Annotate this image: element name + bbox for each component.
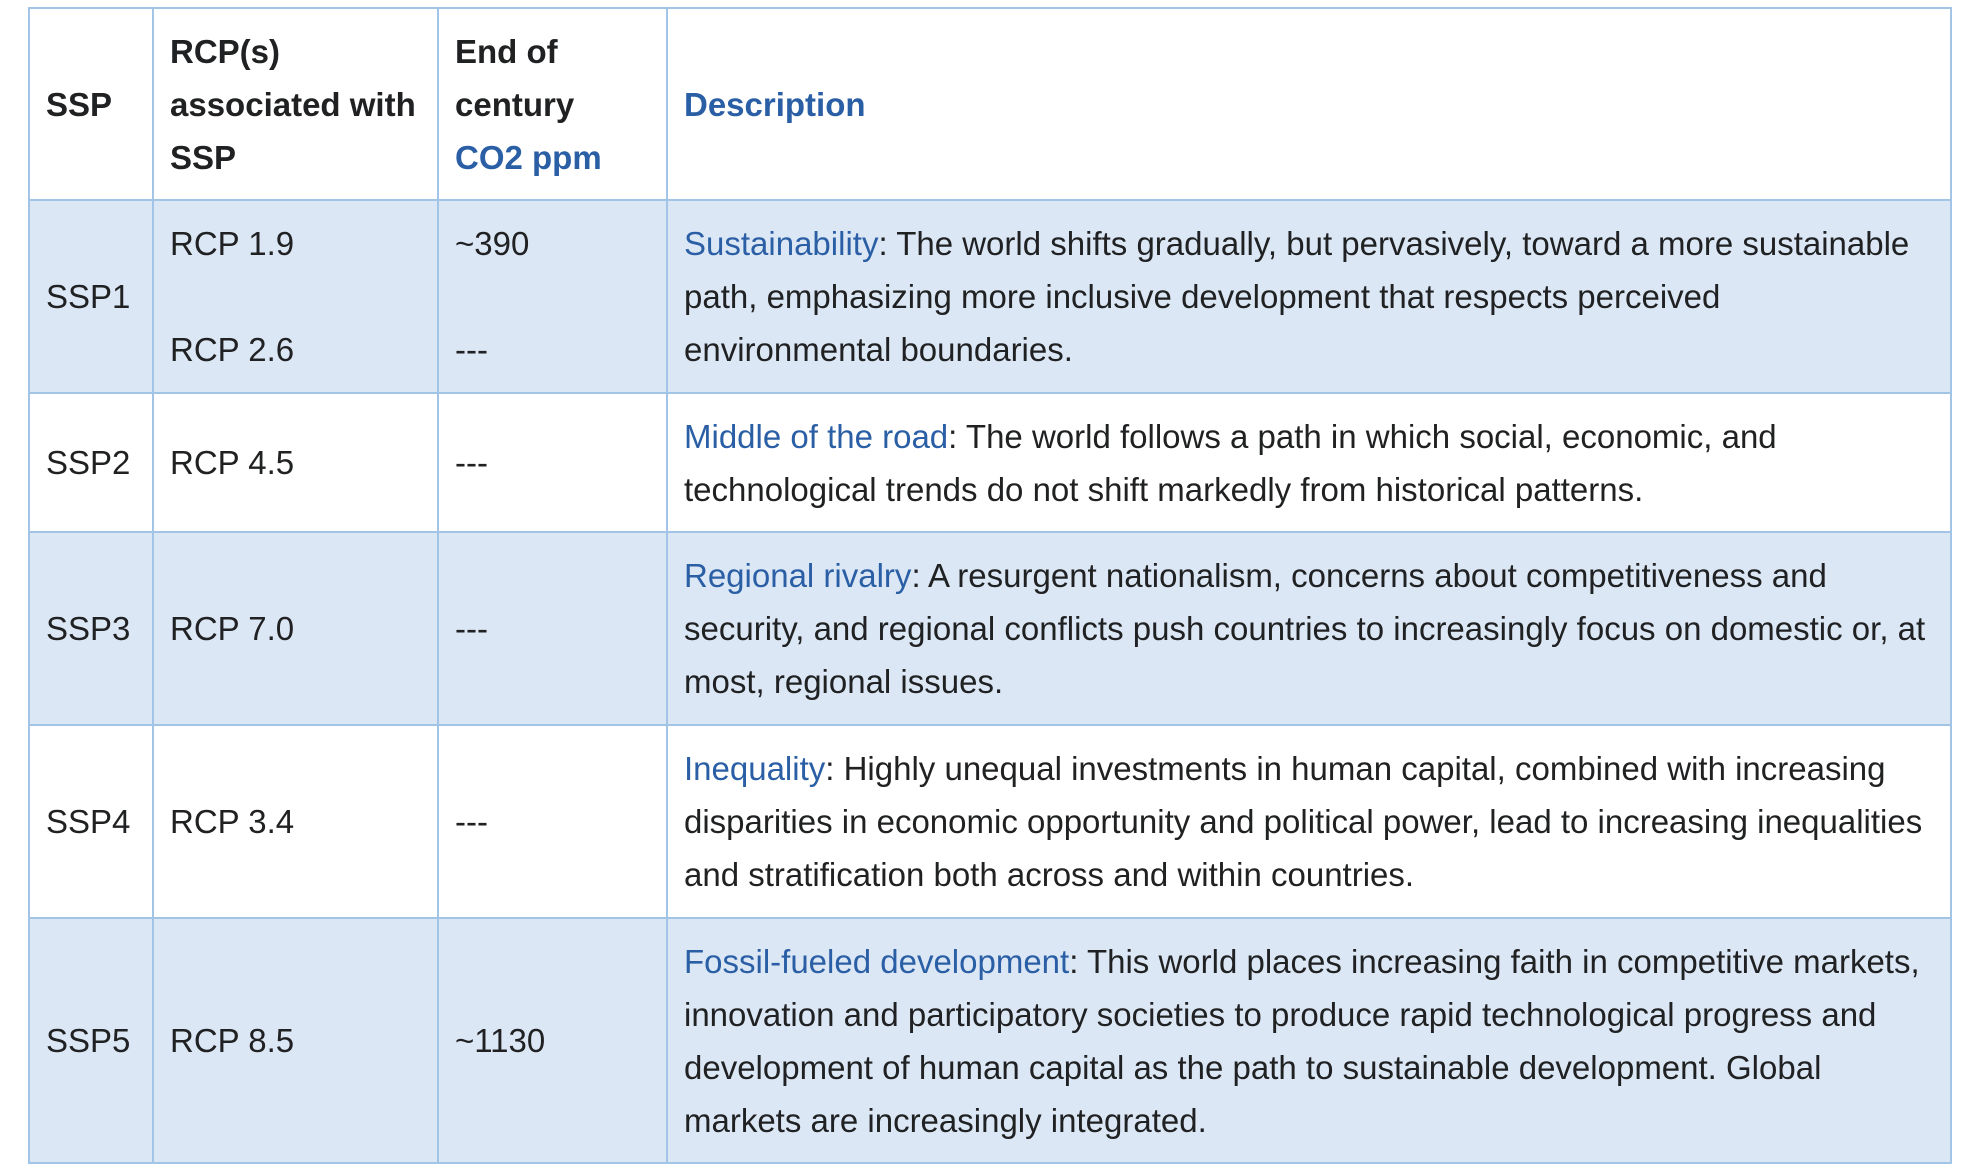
description-text: : This world places increasing faith in …: [684, 942, 1920, 1139]
table-row: SSP2 RCP 4.5 --- Middle of the road: The…: [28, 392, 1952, 533]
co2-value: ---: [455, 331, 488, 368]
ssp-table: SSP RCP(s) associated with SSP End of ce…: [28, 7, 1952, 1164]
cell-rcp: RCP 7.0: [152, 531, 439, 726]
cell-description: Inequality: Highly unequal investments i…: [666, 724, 1952, 919]
header-description[interactable]: Description: [666, 7, 1952, 201]
header-rcp[interactable]: RCP(s) associated with SSP: [152, 7, 439, 201]
inequality-link[interactable]: Inequality: [684, 750, 826, 787]
regional-rivalry-link[interactable]: Regional rivalry: [684, 557, 912, 594]
cell-rcp: RCP 3.4: [152, 724, 439, 919]
cell-description: Regional rivalry: A resurgent nationalis…: [666, 531, 1952, 726]
table-row: SSP1 RCP 1.9 RCP 2.6 ~390 --- Sustainabi…: [28, 199, 1952, 394]
header-co2[interactable]: End of century CO2 ppm: [437, 7, 668, 201]
table-row: SSP3 RCP 7.0 --- Regional rivalry: A res…: [28, 531, 1952, 726]
table-row: SSP5 RCP 8.5 ~1130 Fossil-fueled develop…: [28, 917, 1952, 1164]
header-co2-prefix: End of century: [455, 32, 575, 123]
fossil-fueled-development-link[interactable]: Fossil-fueled development: [684, 942, 1070, 980]
sustainability-link[interactable]: Sustainability: [684, 225, 879, 262]
rcp-value: RCP 2.6: [170, 331, 295, 368]
cell-co2: ---: [437, 392, 668, 533]
rcp-value: RCP 1.9: [170, 225, 295, 262]
cell-description: Sustainability: The world shifts gradual…: [666, 199, 1952, 394]
description-text: : Highly unequal investments in human ca…: [684, 750, 1923, 893]
cell-ssp: SSP1: [28, 199, 154, 394]
cell-co2: ---: [437, 724, 668, 919]
header-ssp[interactable]: SSP: [28, 7, 154, 201]
co2-ppm-link[interactable]: CO2 ppm: [455, 138, 602, 176]
cell-co2: ---: [437, 531, 668, 726]
cell-ssp: SSP3: [28, 531, 154, 726]
description-text: : A resurgent nationalism, concerns abou…: [684, 557, 1926, 700]
cell-rcp: RCP 1.9 RCP 2.6: [152, 199, 439, 394]
cell-rcp: RCP 8.5: [152, 917, 439, 1164]
cell-description: Middle of the road: The world follows a …: [666, 392, 1952, 533]
description-text: : The world follows a path in which soci…: [684, 417, 1777, 508]
cell-ssp: SSP2: [28, 392, 154, 533]
table-header-row: SSP RCP(s) associated with SSP End of ce…: [28, 7, 1952, 201]
middle-of-the-road-link[interactable]: Middle of the road: [684, 417, 949, 455]
co2-value: ~390: [455, 225, 530, 262]
cell-co2: ~390 ---: [437, 199, 668, 394]
cell-rcp: RCP 4.5: [152, 392, 439, 533]
cell-co2: ~1130: [437, 917, 668, 1164]
cell-description: Fossil-fueled development: This world pl…: [666, 917, 1952, 1164]
cell-ssp: SSP4: [28, 724, 154, 919]
cell-ssp: SSP5: [28, 917, 154, 1164]
table-row: SSP4 RCP 3.4 --- Inequality: Highly uneq…: [28, 724, 1952, 919]
description-link[interactable]: Description: [684, 85, 866, 123]
description-text: : The world shifts gradually, but pervas…: [684, 225, 1910, 368]
